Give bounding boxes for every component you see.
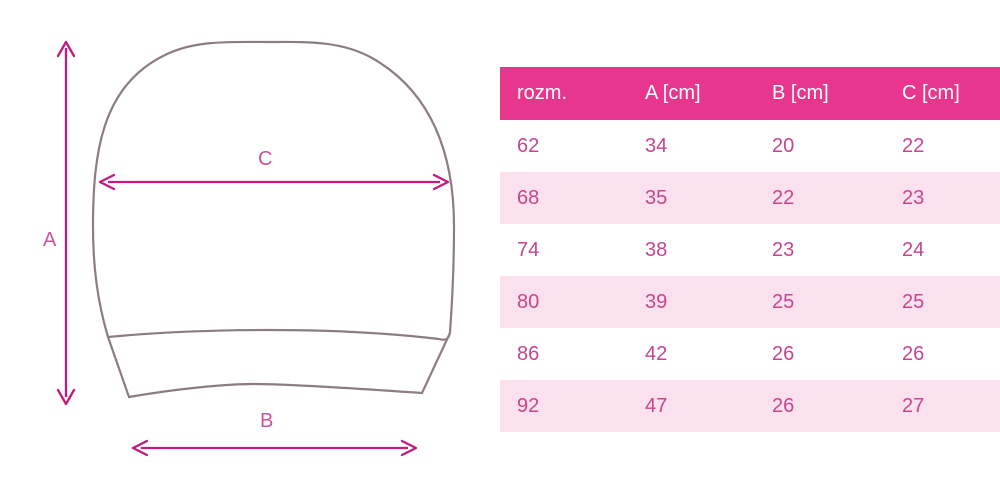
svg-text:B: B: [260, 410, 273, 432]
svg-text:C: C: [258, 148, 272, 170]
svg-text:A: A: [43, 229, 57, 251]
